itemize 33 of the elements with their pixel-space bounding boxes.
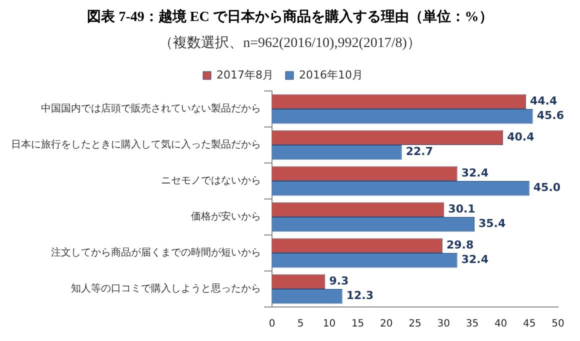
y-tick-label: 知人等の口コミで購入しようと思ったから [71,282,261,295]
data-label: 32.4 [461,166,489,180]
x-tick-label: 35 [466,318,479,330]
y-tick-label: 注文してから商品が届くまでの時間が短いから [51,246,261,259]
data-label: 45.0 [533,181,561,194]
data-label: 12.3 [346,289,374,302]
chart-subtitle: （複数選択、n=962(2016/10),992(2017/8)） [158,34,422,53]
data-label: 9.3 [329,274,349,288]
x-tick-label: 5 [297,318,304,330]
x-tick-label: 15 [351,318,364,330]
data-label: 35.4 [478,217,506,230]
x-tick-label: 30 [437,318,450,330]
x-tick-label: 20 [380,318,393,330]
x-tick-label: 50 [552,318,564,330]
x-tick-label: 0 [268,318,276,330]
y-tick-label: 日本に旅行をしたときに購入して気に入った製品だから [11,138,261,151]
data-label: 45.6 [536,109,564,122]
x-tick-label: 40 [494,318,508,330]
data-label: 22.7 [406,145,433,158]
legend-label: 2017年8月 [216,68,274,82]
chart-title: 図表 7-49：越境 EC で日本から商品を購入する理由（単位：%） [86,8,494,27]
y-tick-label: ニセモノではないから [161,176,261,187]
data-label: 32.4 [461,253,489,266]
x-tick-label: 45 [523,318,536,330]
legend-label: 2016年10月 [299,68,363,82]
x-tick-label: 25 [408,318,422,330]
data-label: 30.1 [448,202,476,216]
y-tick-label: 中国国内では店頭で販売されていない製品だから [41,102,261,115]
data-label: 40.4 [507,130,535,144]
data-label: 29.8 [446,238,474,252]
data-label: 44.4 [530,94,558,108]
y-tick-label: 価格が安いから [191,210,261,223]
x-tick-label: 10 [322,318,336,330]
